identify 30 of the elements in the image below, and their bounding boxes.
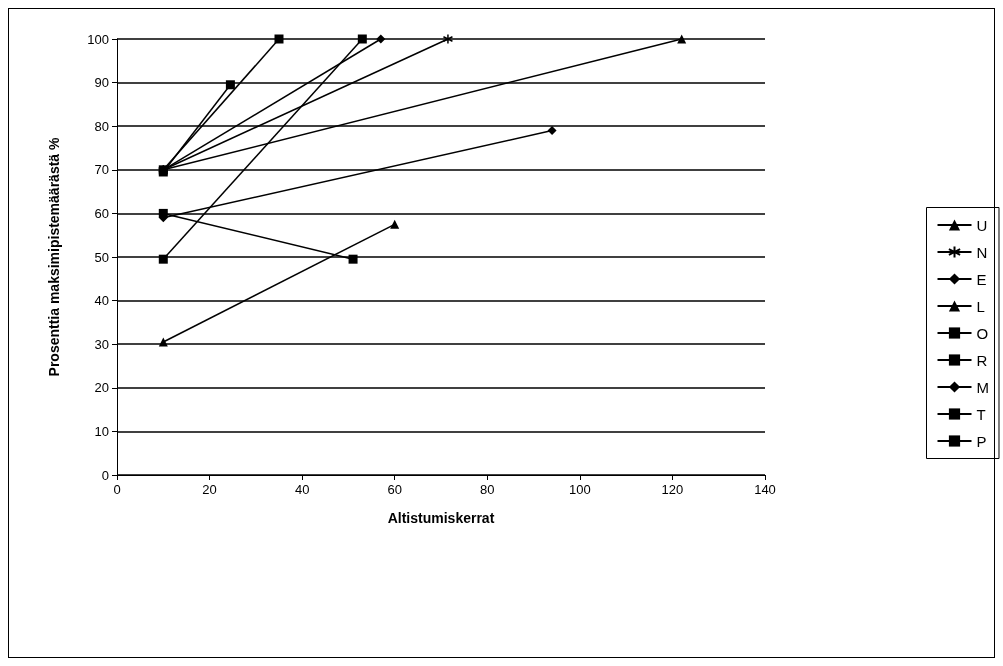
- legend-label: R: [976, 351, 988, 369]
- y-tick-label: 40: [94, 293, 109, 309]
- y-tick-label: 60: [94, 205, 109, 221]
- x-tick-label: 140: [754, 482, 776, 497]
- x-tick-label: 20: [202, 482, 217, 497]
- x-tick-label: 100: [569, 482, 591, 497]
- y-tick-label: 70: [94, 162, 109, 178]
- legend-label: N: [976, 243, 988, 261]
- legend-label: P: [976, 432, 987, 450]
- x-tick-label: 60: [387, 482, 402, 497]
- y-axis-title: Prosenttia maksimipistemäärästä %: [46, 137, 62, 377]
- x-axis-title: Altistumiskerrat: [387, 510, 495, 526]
- legend-label: T: [976, 405, 986, 423]
- y-tick-label: 100: [87, 31, 109, 47]
- x-tick-label: 80: [480, 482, 495, 497]
- legend-label: U: [976, 216, 988, 234]
- y-tick-label: 80: [94, 118, 109, 134]
- y-tick-label: 10: [94, 423, 109, 439]
- y-tick-label: 50: [94, 249, 109, 265]
- legend-label: L: [976, 297, 985, 315]
- y-tick-label: 0: [101, 467, 109, 483]
- legend-label: O: [976, 324, 989, 342]
- x-tick-label: 0: [113, 482, 121, 497]
- y-tick-label: 30: [94, 336, 109, 352]
- y-tick-label: 20: [94, 380, 109, 396]
- legend-label: M: [976, 378, 989, 396]
- x-tick-label: 40: [294, 482, 310, 497]
- legend-label: E: [976, 270, 987, 288]
- x-tick-label: 120: [661, 482, 684, 497]
- y-tick-label: 90: [94, 75, 109, 91]
